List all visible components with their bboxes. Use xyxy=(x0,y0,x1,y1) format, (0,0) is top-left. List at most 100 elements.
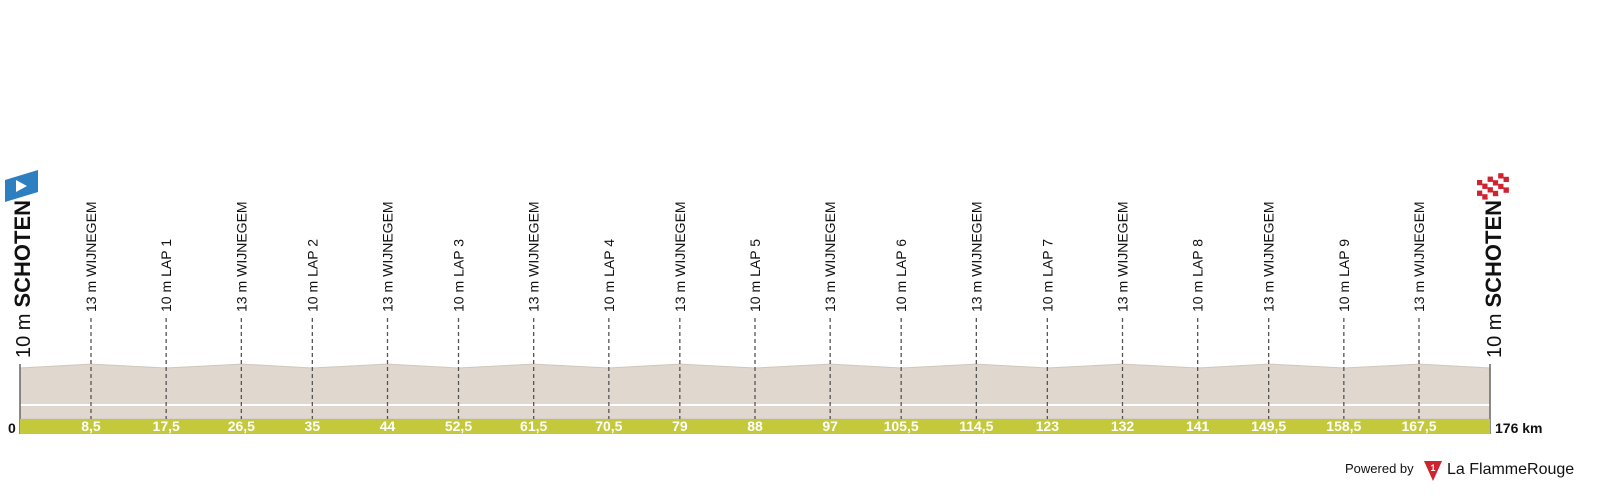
marker-label: 13 m WIJNEGEM xyxy=(1115,201,1131,312)
brand-logo: 1 xyxy=(1424,461,1442,481)
marker-name: LAP 5 xyxy=(747,239,763,277)
marker-elevation: 13 m xyxy=(83,281,99,312)
marker-label: 10 m LAP 8 xyxy=(1190,239,1206,312)
marker-name: LAP 7 xyxy=(1039,239,1055,277)
flag-square xyxy=(1487,192,1493,198)
km-label: 52,5 xyxy=(445,418,472,434)
marker-name: WIJNEGEM xyxy=(822,201,838,276)
flag-square xyxy=(1487,176,1493,182)
marker-name: WIJNEGEM xyxy=(1261,201,1277,276)
brand: La FlammeRouge xyxy=(1447,461,1574,478)
km-label: 44 xyxy=(380,418,396,434)
marker-name: WIJNEGEM xyxy=(1115,201,1131,276)
marker-name: LAP 6 xyxy=(893,239,909,277)
distance-band xyxy=(20,419,1490,434)
flag-square xyxy=(1487,181,1493,188)
marker-label: 10 m LAP 7 xyxy=(1039,239,1055,312)
marker-label: 10 m LAP 2 xyxy=(304,239,320,312)
marker-elevation: 13 m xyxy=(526,281,542,312)
km-label: 61,5 xyxy=(520,418,547,434)
flag-square xyxy=(1503,187,1509,193)
flag-square xyxy=(1498,178,1504,184)
start-flag xyxy=(5,170,38,202)
marker-label: 13 m WIJNEGEM xyxy=(1411,201,1427,312)
marker-elevation: 10 m xyxy=(893,281,909,312)
marker-name: LAP 8 xyxy=(1190,239,1206,277)
km-label: 167,5 xyxy=(1401,418,1436,434)
flag-square xyxy=(1482,194,1488,200)
marker-name: LAP 4 xyxy=(601,239,617,277)
marker-label: 10 m LAP 9 xyxy=(1336,239,1352,312)
km-label: 123 xyxy=(1036,418,1060,434)
flag-square xyxy=(1492,174,1499,181)
flag-square xyxy=(1492,180,1499,186)
marker-elevation: 13 m xyxy=(822,281,838,312)
marker-elevation: 10 m xyxy=(304,281,320,312)
marker-label: 13 m WIJNEGEM xyxy=(822,201,838,312)
marker-label: 13 m WIJNEGEM xyxy=(1261,201,1277,312)
flag-square xyxy=(1482,188,1488,195)
marker-label: 13 m WIJNEGEM xyxy=(83,201,99,312)
marker-name: LAP 2 xyxy=(304,239,320,277)
km-label: 158,5 xyxy=(1326,418,1361,434)
km-label: 114,5 xyxy=(959,418,993,434)
marker-elevation: 13 m xyxy=(380,281,396,312)
km-label: 132 xyxy=(1111,418,1135,434)
flag-square xyxy=(1477,180,1483,186)
marker-label: 13 m WIJNEGEM xyxy=(380,201,396,312)
place-name: SCHOTEN xyxy=(1481,200,1506,308)
marker-name: WIJNEGEM xyxy=(672,201,688,276)
marker-elevation: 10 m xyxy=(1039,281,1055,312)
flag-square xyxy=(1477,185,1483,191)
km-label: 8,5 xyxy=(81,418,101,434)
km-label: 79 xyxy=(672,418,688,434)
marker-elevation: 10 m xyxy=(450,281,466,312)
marker-elevation: 13 m xyxy=(672,281,688,312)
km-label: 105,5 xyxy=(884,418,919,434)
brand-a: La Flamme xyxy=(1447,461,1527,478)
x-tick-label: 176 km xyxy=(1495,420,1542,436)
marker-label: 10 m LAP 4 xyxy=(601,239,617,312)
marker-name: WIJNEGEM xyxy=(968,201,984,276)
marker-elevation: 10 m xyxy=(601,281,617,312)
marker-elevation: 13 m xyxy=(1261,281,1277,312)
km-label: 88 xyxy=(747,418,763,434)
elevation-label: 10 m xyxy=(1484,314,1506,358)
flag-square xyxy=(1498,173,1504,179)
marker-label: 13 m WIJNEGEM xyxy=(968,201,984,312)
finish-flag xyxy=(1477,171,1509,202)
brand-b: Rouge xyxy=(1527,461,1574,478)
start-label: 10 m SCHOTEN xyxy=(10,200,35,358)
marker-name: WIJNEGEM xyxy=(83,201,99,276)
flag-square xyxy=(1498,189,1504,195)
km-label: 70,5 xyxy=(595,418,622,434)
marker-elevation: 10 m xyxy=(1336,281,1352,312)
marker-name: LAP 1 xyxy=(158,239,174,277)
marker-name: WIJNEGEM xyxy=(1411,201,1427,276)
marker-elevation: 13 m xyxy=(1115,281,1131,312)
elevation-label: 10 m xyxy=(13,314,35,358)
flag-square xyxy=(1492,185,1499,191)
marker-elevation: 10 m xyxy=(158,281,174,312)
marker-elevation: 10 m xyxy=(747,281,763,312)
flag-square xyxy=(1498,183,1504,190)
finish-label: 10 m SCHOTEN xyxy=(1481,200,1506,358)
marker-elevation: 13 m xyxy=(968,281,984,312)
place-name: SCHOTEN xyxy=(10,200,35,308)
marker-name: WIJNEGEM xyxy=(380,201,396,276)
marker-elevation: 10 m xyxy=(1190,281,1206,312)
km-label: 26,5 xyxy=(228,418,255,434)
flag-square xyxy=(1503,171,1509,177)
marker-label: 10 m LAP 3 xyxy=(450,239,466,312)
marker-name: LAP 9 xyxy=(1336,239,1352,277)
km-label: 141 xyxy=(1186,418,1210,434)
marker-label: 13 m WIJNEGEM xyxy=(233,201,249,312)
marker-label: 10 m LAP 6 xyxy=(893,239,909,312)
km-label: 97 xyxy=(822,418,838,434)
flag-square xyxy=(1482,183,1488,189)
powered-by: Powered by xyxy=(1345,461,1414,476)
flag-square xyxy=(1503,182,1509,188)
flag-square xyxy=(1477,195,1483,202)
marker-label: 10 m LAP 5 xyxy=(747,239,763,312)
